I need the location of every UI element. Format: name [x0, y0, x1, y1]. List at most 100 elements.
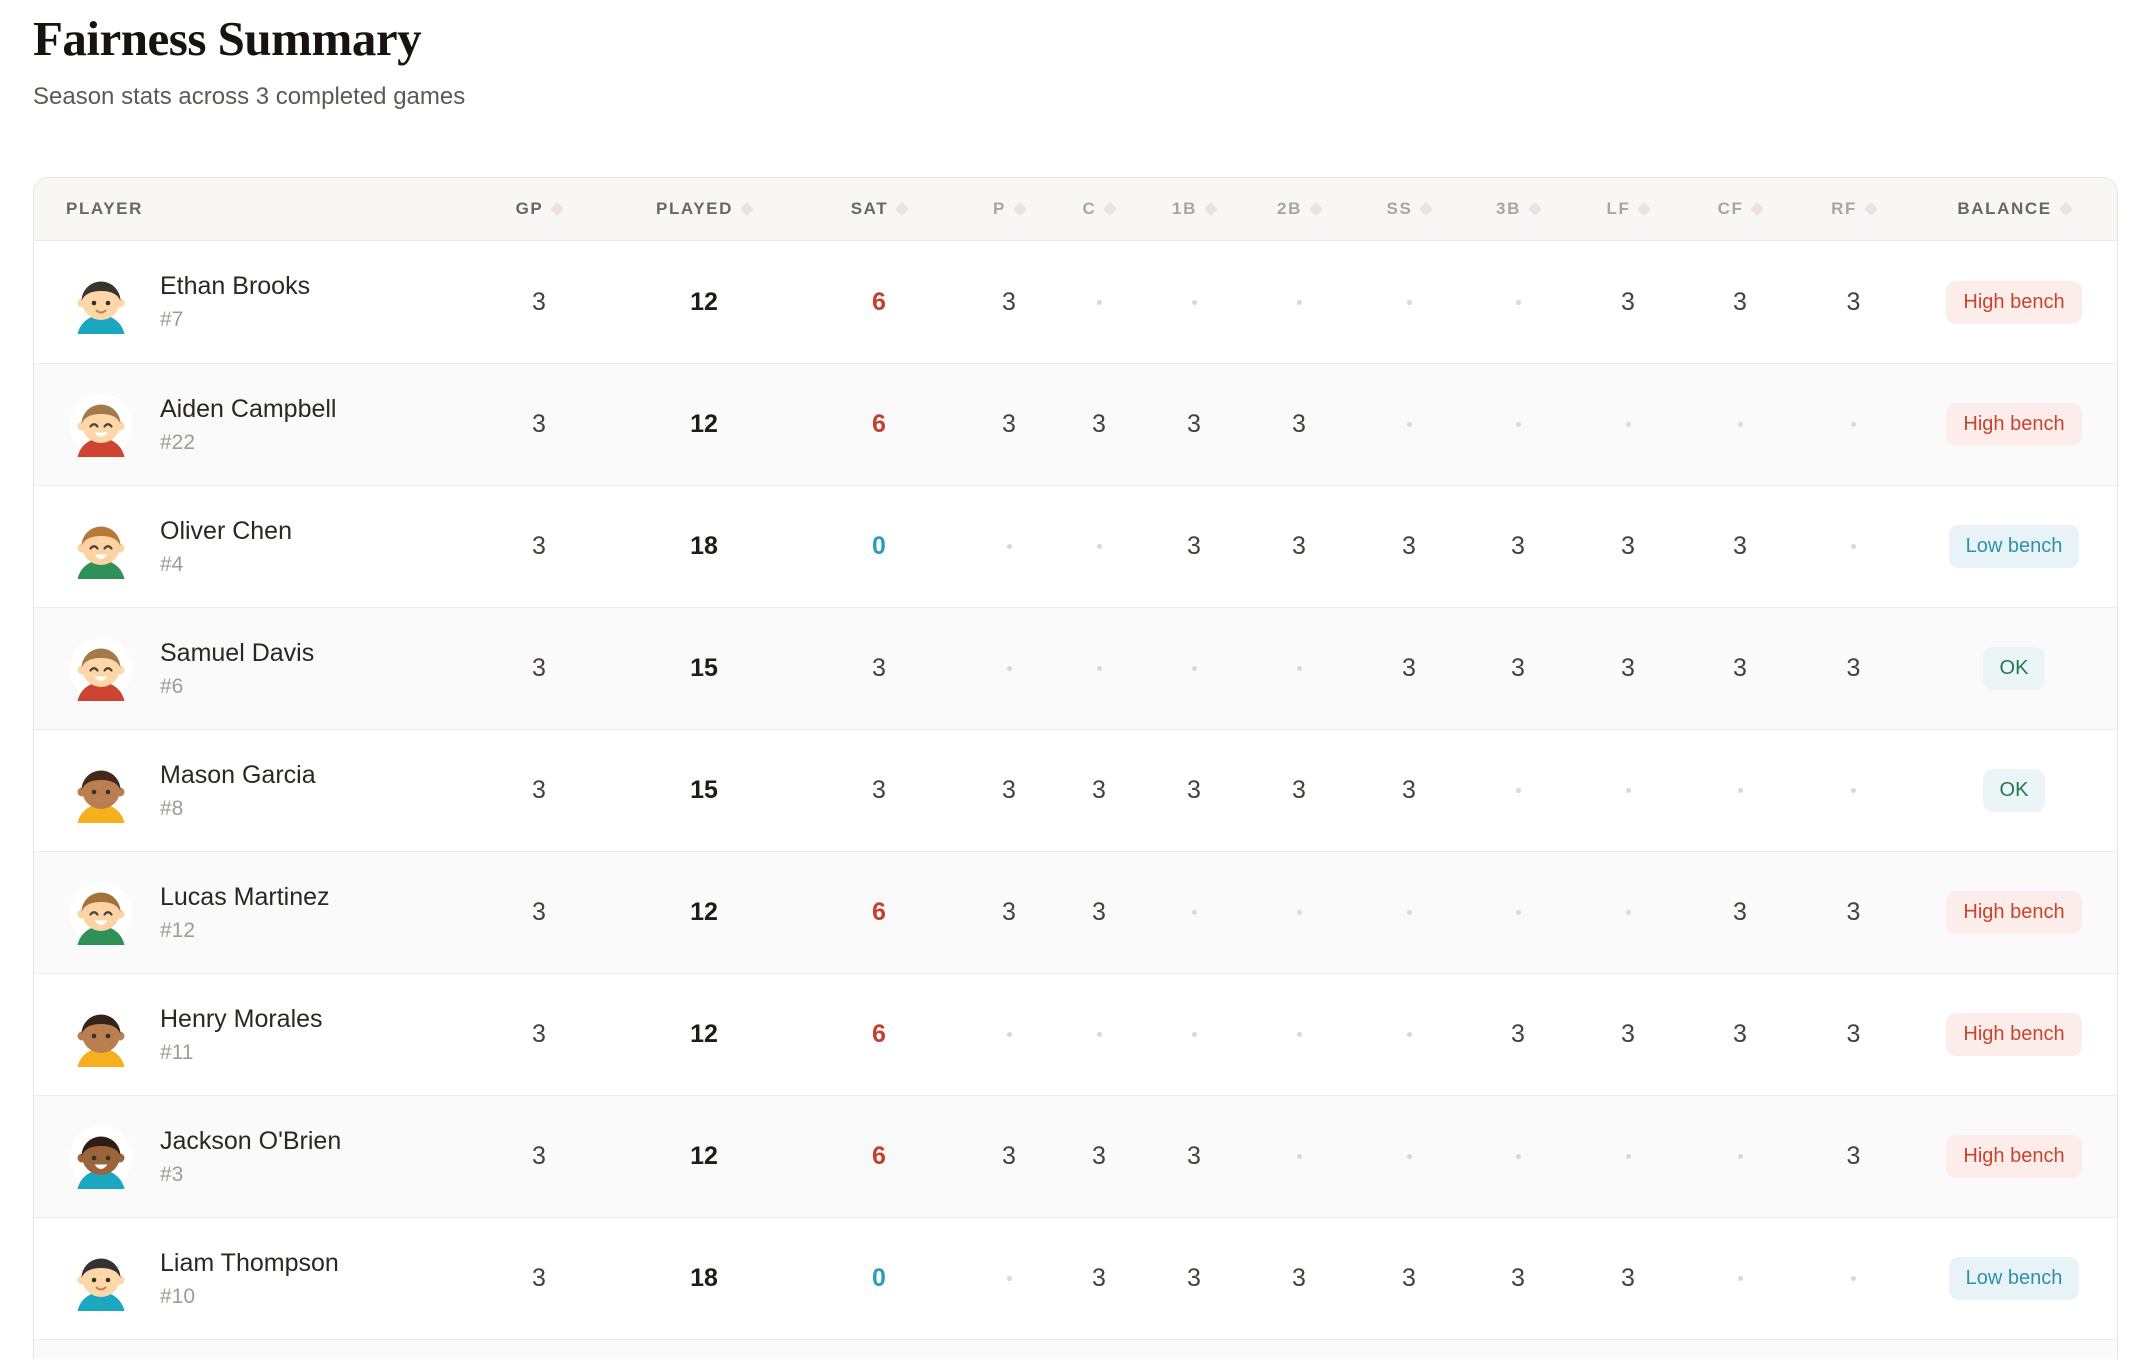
position-rf-value — [1796, 788, 1911, 793]
gp-value: 3 — [532, 1142, 546, 1170]
player-number: #7 — [160, 308, 184, 331]
sort-icon — [2058, 201, 2073, 217]
player-cell: Samuel Davis #6 — [34, 637, 464, 701]
position-p-value — [964, 666, 1054, 671]
position-cf-value — [1684, 1154, 1796, 1159]
position-p-value: 3 — [1002, 898, 1016, 926]
sort-icon — [1863, 201, 1879, 217]
player-avatar — [69, 270, 133, 334]
player-avatar — [69, 515, 133, 579]
position-c-value — [1054, 544, 1144, 549]
column-label: SAT — [850, 199, 889, 218]
position-ss-value — [1354, 1154, 1464, 1159]
empty-dot — [1851, 422, 1856, 427]
sat-value: 0 — [872, 532, 886, 560]
balance-badge: High bench — [1946, 280, 2082, 324]
position-rf-value: 3 — [1846, 898, 1861, 926]
position-rf-value: 3 — [1846, 1142, 1861, 1170]
player-name: Jackson O'Brien — [160, 1126, 342, 1155]
player-info: Ethan Brooks #7 — [160, 272, 310, 332]
player-number: #10 — [160, 1284, 196, 1308]
column-label: PLAYED — [656, 199, 733, 218]
position-2b-value — [1244, 1154, 1354, 1159]
position-3b-value: 3 — [1511, 1264, 1525, 1292]
table-row: Samuel Davis #6 3 15 3 3 3 3 3 3 OK — [34, 607, 2117, 729]
player-avatar — [69, 759, 133, 823]
balance-cell: High bench — [1911, 280, 2117, 324]
position-c-value — [1054, 299, 1144, 305]
table-row: Mason Garcia #8 3 15 3 3 3 3 3 3 OK — [34, 729, 2117, 851]
balance-badge: OK — [1982, 769, 2046, 812]
player-avatar — [69, 637, 133, 701]
position-p-value — [964, 544, 1054, 549]
table-row: Jackson O'Brien #3 3 12 6 3 3 3 3 High bench — [34, 1095, 2117, 1217]
position-lf-value: 3 — [1621, 532, 1635, 560]
player-number: #8 — [160, 796, 184, 820]
player-info: Oliver Chen #4 — [160, 517, 292, 577]
column-header-balance[interactable]: BALANCE — [1911, 178, 2117, 240]
column-header-ss[interactable]: SS — [1354, 178, 1464, 240]
empty-dot — [1851, 544, 1856, 549]
sort-icon — [1203, 201, 1219, 217]
sort-icon — [1012, 201, 1028, 217]
player-avatar — [69, 1247, 133, 1311]
column-header-gp[interactable]: GP — [464, 178, 614, 240]
player-info: Jackson O'Brien #3 — [160, 1127, 341, 1187]
column-header-cf[interactable]: CF — [1684, 178, 1796, 240]
position-lf-value: 3 — [1621, 1264, 1635, 1292]
balance-cell: High bench — [1911, 1135, 2117, 1178]
column-header-rf[interactable]: RF — [1796, 178, 1911, 240]
column-header-played[interactable]: PLAYED — [614, 178, 794, 240]
position-c-value — [1054, 1032, 1144, 1037]
position-2b-value: 3 — [1292, 532, 1306, 560]
position-ss-value — [1354, 910, 1464, 915]
player-name: Ethan Brooks — [160, 272, 311, 300]
sort-icon — [1750, 201, 1765, 217]
empty-dot — [1625, 788, 1631, 793]
gp-value: 3 — [532, 654, 546, 682]
balance-cell: High bench — [1911, 1013, 2117, 1056]
column-header-1b[interactable]: 1B — [1144, 178, 1244, 240]
column-header-sat[interactable]: SAT — [794, 178, 964, 240]
position-3b-value — [1464, 788, 1572, 793]
balance-badge: OK — [1982, 647, 2046, 690]
gp-value: 3 — [532, 1020, 546, 1048]
position-ss-value: 3 — [1402, 1264, 1416, 1292]
position-1b-value — [1144, 299, 1244, 305]
position-lf-value — [1572, 910, 1684, 915]
balance-badge: High bench — [1946, 1013, 2082, 1056]
position-3b-value — [1464, 422, 1572, 427]
position-p-value: 3 — [1002, 776, 1016, 804]
table-row: Oliver Chen #4 3 18 0 3 3 3 3 3 3 Low bench — [34, 485, 2117, 607]
position-rf-value: 3 — [1846, 1020, 1861, 1048]
empty-dot — [1096, 299, 1102, 305]
column-label: RF — [1831, 199, 1857, 218]
played-value: 12 — [690, 898, 718, 926]
position-rf-value: 3 — [1846, 654, 1861, 682]
balance-cell: OK — [1911, 647, 2117, 690]
empty-dot — [1296, 1154, 1302, 1159]
table-row: Aiden Campbell #22 3 12 6 3 3 3 3 High bench — [34, 363, 2117, 485]
position-2b-value: 3 — [1292, 776, 1306, 804]
position-cf-value — [1684, 1276, 1796, 1281]
table-row: Liam Thompson #10 3 18 0 3 3 3 3 3 3 Low bench — [34, 1217, 2117, 1339]
page-title: Fairness Summary — [33, 11, 422, 66]
empty-dot — [1406, 910, 1412, 915]
player-avatar — [69, 1003, 133, 1067]
column-header-p[interactable]: P — [964, 178, 1054, 240]
column-header-3b[interactable]: 3B — [1464, 178, 1572, 240]
column-header-player[interactable]: PLAYER — [34, 178, 464, 240]
empty-dot — [1515, 299, 1521, 305]
sort-icon — [1103, 201, 1118, 217]
table-header: PLAYER GP PLAYED SAT P C 1B 2B SS 3B LF CF RF BALANCE — [34, 178, 2117, 241]
position-rf-value — [1796, 544, 1911, 549]
column-header-lf[interactable]: LF — [1572, 178, 1684, 240]
player-info: Liam Thompson #10 — [160, 1249, 339, 1309]
position-c-value: 3 — [1092, 1142, 1106, 1170]
column-header-2b[interactable]: 2B — [1244, 178, 1354, 240]
column-header-c[interactable]: C — [1054, 178, 1144, 240]
position-lf-value: 3 — [1621, 1020, 1635, 1048]
balance-cell: High bench — [1911, 403, 2117, 446]
empty-dot — [1406, 422, 1412, 427]
